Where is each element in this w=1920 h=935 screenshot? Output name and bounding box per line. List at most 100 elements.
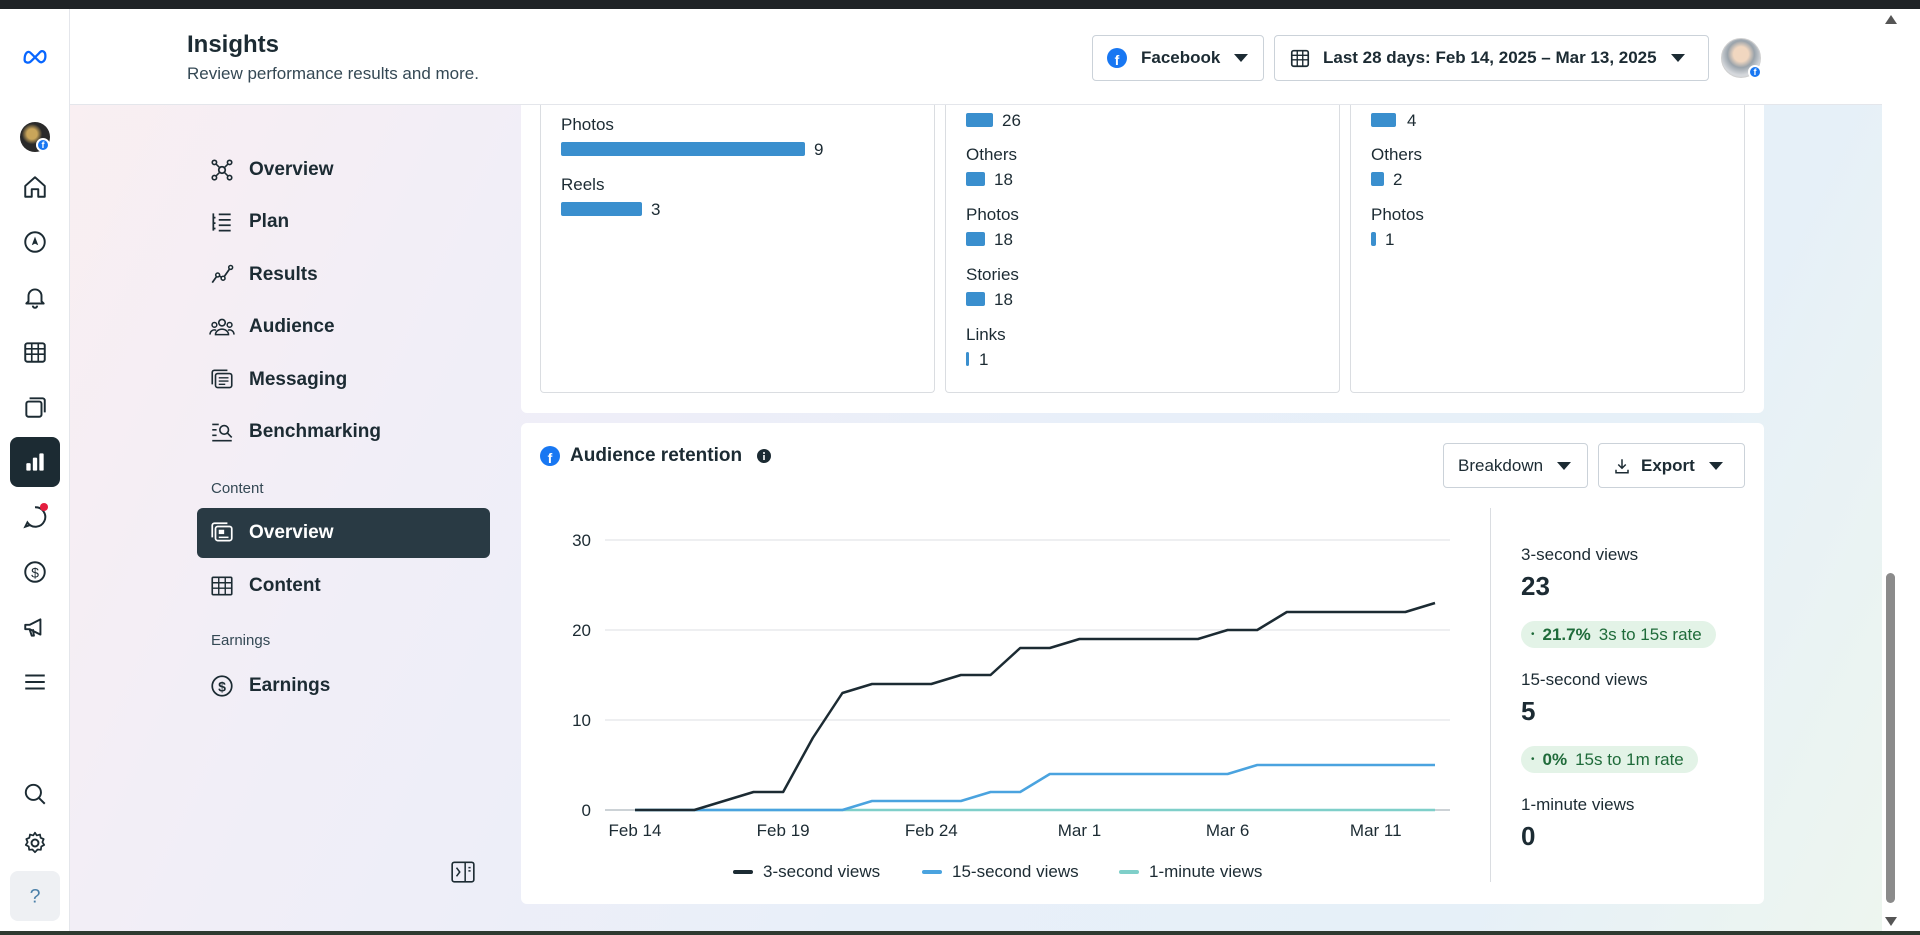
nav-section-content: Content	[211, 480, 264, 497]
compass-icon[interactable]	[10, 217, 60, 267]
bar	[561, 142, 805, 156]
account-avatar[interactable]: f	[20, 122, 50, 152]
bar	[1371, 113, 1396, 127]
scroll-down-arrow-icon[interactable]	[1885, 917, 1897, 926]
export-label: Export	[1641, 455, 1695, 475]
search-icon[interactable]	[10, 769, 60, 819]
rate-label: 3s to 15s rate	[1598, 624, 1702, 644]
three-second-views-label: 3-second views	[1521, 545, 1639, 564]
scroll-up-arrow-icon[interactable]	[1885, 15, 1897, 24]
y-tick-label: 0	[582, 801, 591, 820]
nav-item-content-overview[interactable]: Overview	[197, 508, 490, 558]
chevron-down-icon	[1234, 54, 1249, 62]
nav-item-overview[interactable]: Overview	[197, 145, 490, 195]
bar-label: Photos	[561, 115, 614, 134]
breakdown-dropdown[interactable]: Breakdown	[1443, 443, 1588, 488]
home-icon[interactable]	[10, 162, 60, 212]
content-subcard-3: 4 Others 2 Photos 1	[1350, 105, 1745, 393]
help-question-icon[interactable]: ?	[10, 871, 60, 921]
nav-section-earnings: Earnings	[211, 632, 271, 649]
nav-item-earnings[interactable]: $ Earnings	[197, 661, 490, 711]
monetization-dollar-icon[interactable]: $	[10, 547, 60, 597]
nav-item-label: Content	[249, 575, 321, 596]
platform-dropdown[interactable]: f Facebook	[1092, 35, 1264, 81]
audience-retention-title: Audience retention	[570, 445, 743, 466]
bar	[966, 172, 985, 186]
page-header: Insights Review performance results and …	[70, 9, 1882, 105]
audience-people-icon	[209, 318, 235, 336]
nav-item-messaging[interactable]: Messaging	[197, 355, 490, 405]
earnings-dollar-icon: $	[211, 675, 233, 697]
notifications-bell-icon[interactable]	[10, 272, 60, 322]
bar	[966, 113, 993, 127]
content-library-icon[interactable]	[10, 382, 60, 432]
x-tick-label: Mar 6	[1206, 821, 1249, 840]
bar-value: 2	[1393, 170, 1403, 189]
bar-label: Others	[1371, 145, 1423, 164]
svg-text:?: ?	[30, 886, 41, 908]
x-tick-label: Feb 14	[609, 821, 662, 840]
rate-value: 0%	[1542, 749, 1568, 769]
window-bottom-strip	[0, 931, 1920, 935]
overview-network-icon	[211, 159, 233, 181]
bar-value: 18	[994, 230, 1013, 249]
nav-item-label: Earnings	[249, 675, 331, 696]
nav-item-audience[interactable]: Audience	[197, 302, 490, 352]
bar	[561, 202, 642, 216]
facebook-icon: f	[540, 446, 560, 466]
plan-list-icon	[212, 213, 231, 232]
x-tick-label: Mar 11	[1350, 821, 1402, 840]
svg-text:$: $	[31, 564, 39, 580]
nav-item-content[interactable]: Content	[197, 561, 490, 611]
meta-logo-icon[interactable]	[10, 31, 60, 81]
unread-dot	[40, 503, 48, 511]
nav-item-label: Messaging	[249, 369, 348, 390]
nav-item-benchmarking[interactable]: Benchmarking	[197, 407, 490, 457]
ads-megaphone-icon[interactable]	[10, 602, 60, 652]
y-tick-label: 10	[572, 711, 591, 730]
benchmarking-search-icon	[212, 423, 233, 442]
rate-value: 21.7%	[1542, 624, 1591, 644]
calendar-grid-icon[interactable]	[10, 327, 60, 377]
nav-item-label: Audience	[249, 316, 335, 337]
date-range-dropdown[interactable]: Last 28 days: Feb 14, 2025 – Mar 13, 202…	[1274, 35, 1709, 81]
window-top-strip	[0, 0, 1920, 9]
series-line-15-second-views	[635, 763, 1435, 812]
three-second-views-value: 23	[1521, 571, 1550, 601]
bar-value: 18	[994, 170, 1013, 189]
bar-value: 18	[994, 290, 1013, 309]
rate-3s-to-15s-badge: • 21.7% 3s to 15s rate	[1521, 621, 1716, 648]
menu-hamburger-icon[interactable]	[10, 657, 60, 707]
nav-item-label: Benchmarking	[249, 421, 381, 442]
content-overview-cards-icon	[211, 522, 233, 542]
fifteen-second-views-value: 5	[1521, 696, 1536, 726]
platform-dropdown-label: Facebook	[1141, 48, 1221, 67]
series-line-3-second-views	[635, 601, 1436, 812]
bar-label: Photos	[966, 205, 1019, 224]
collapse-sidebar-icon[interactable]	[450, 859, 476, 885]
audience-retention-card	[521, 423, 1764, 904]
bar	[966, 352, 969, 366]
rate-label: 15s to 1m rate	[1575, 749, 1684, 769]
settings-gear-icon[interactable]	[10, 818, 60, 868]
page-subtitle: Review performance results and more.	[187, 64, 479, 83]
breakdown-label: Breakdown	[1458, 455, 1544, 475]
nav-item-plan[interactable]: Plan	[197, 197, 490, 247]
bar-value: 1	[1385, 230, 1395, 249]
nav-item-results[interactable]: Results	[197, 250, 490, 300]
left-icon-rail: f $ ?	[0, 9, 70, 935]
nav-item-label: Overview	[249, 159, 334, 180]
export-dropdown[interactable]: Export	[1598, 443, 1745, 488]
inbox-chat-icon[interactable]	[10, 492, 60, 542]
x-tick-label: Feb 19	[757, 821, 810, 840]
content-table-icon	[211, 576, 233, 596]
facebook-badge-icon: f	[1748, 65, 1762, 79]
bar	[1371, 232, 1376, 246]
info-icon[interactable]	[757, 449, 771, 463]
profile-avatar[interactable]: f	[1721, 38, 1762, 79]
insights-bar-chart-icon[interactable]	[10, 437, 60, 487]
x-tick-label: Feb 24	[905, 821, 958, 840]
scrollbar-thumb[interactable]	[1886, 573, 1895, 903]
bar-value: 3	[651, 200, 661, 219]
facebook-icon: f	[1107, 48, 1127, 68]
